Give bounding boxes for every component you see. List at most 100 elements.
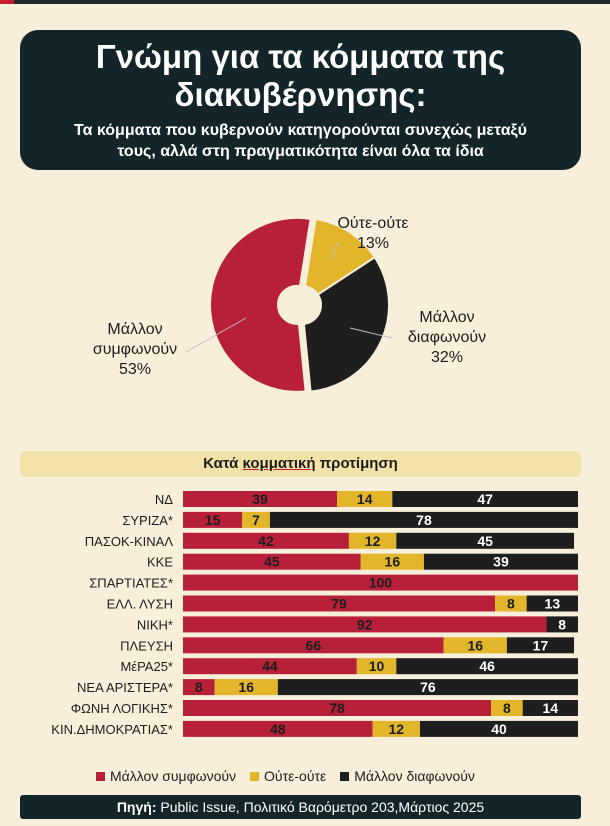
bar-value-label-disagree: 46 xyxy=(479,658,495,674)
section-heading-prefix: Κατά xyxy=(203,455,243,472)
pie-label-disagree-line1: Μάλλον xyxy=(419,309,475,326)
bar-segment-disagree xyxy=(277,679,578,696)
bar-segment-agree xyxy=(183,511,243,528)
legend-swatch-neutral xyxy=(250,771,260,781)
bar-segment-neutral xyxy=(495,595,527,612)
bar-value-label-neutral: 12 xyxy=(365,533,381,549)
bar-segment-neutral xyxy=(372,720,420,737)
stacked-bar-chart: ΝΔ 39 14 47 ΣΥΡΙΖΑ* 15 7 78 ΠΑΣΟΚ-ΚΙΝΑΛ 42 12 45 ΚΚΕ… xyxy=(0,490,610,760)
bar-segment-disagree xyxy=(522,700,578,716)
bar-segment-neutral xyxy=(491,700,523,716)
bar-segment-neutral xyxy=(443,637,507,654)
bar-value-label-disagree: 40 xyxy=(491,721,507,737)
pie-chart-area: Ούτε-ούτε 13% Μάλλον διαφωνούν 32% Μάλλο… xyxy=(0,200,610,450)
subtitle-line-1: Τα κόμματα που κυβερνούν κατηγορούνται σ… xyxy=(74,122,527,139)
bar-category-label: ΝΕΑ ΑΡΙΣΤΕΡΑ* xyxy=(77,680,173,695)
bar-segment-agree xyxy=(183,700,492,716)
pie-leader-agree xyxy=(185,317,247,353)
bar-value-label-agree: 8 xyxy=(195,679,203,695)
bar-value-label-agree: 78 xyxy=(329,700,345,716)
bar-value-label-agree: 39 xyxy=(252,491,268,507)
bar-segment-neutral xyxy=(242,511,270,528)
pie-label-disagree-pct: 32% xyxy=(430,349,464,366)
pie-label-disagree-line2: διαφωνούν xyxy=(407,329,487,346)
bar-value-label-agree: 44 xyxy=(262,658,278,674)
legend-label-neutral: Ούτε-ούτε xyxy=(264,768,327,784)
stacked-bar-svg: ΝΔ 39 14 47 ΣΥΡΙΖΑ* 15 7 78 ΠΑΣΟΚ-ΚΙΝΑΛ 42 12 45 ΚΚΕ… xyxy=(51,491,578,737)
bar-value-label-neutral: 14 xyxy=(357,491,373,507)
bar-value-label-neutral: 16 xyxy=(238,679,254,695)
bar-value-label-agree: 42 xyxy=(258,533,274,549)
bar-segment-agree xyxy=(183,679,215,696)
bar-segment-neutral xyxy=(348,532,397,549)
bar-category-label: ΜέΡΑ25* xyxy=(120,659,173,674)
pie-label-disagree: Μάλλον διαφωνούν 32% xyxy=(392,308,502,368)
pie-label-agree-line1: Μάλλον xyxy=(107,321,163,338)
bar-segment-neutral xyxy=(214,679,278,696)
source-footer: Πηγή: Public Issue, Πολιτικό Βαρόμετρο 2… xyxy=(20,795,581,819)
pie-label-neutral: Ούτε-ούτε 13% xyxy=(318,214,428,254)
bar-segment-neutral xyxy=(337,491,393,507)
page-title: Γνώμη για τα κόμματα της διακυβέρνησης: xyxy=(20,38,581,114)
page-subtitle: Τα κόμματα που κυβερνούν κατηγορούνται σ… xyxy=(30,120,571,162)
bar-segment-disagree xyxy=(526,595,578,612)
bar-category-label: ΦΩΝΗ ΛΟΓΙΚΗΣ* xyxy=(71,701,173,716)
pie-label-neutral-pct: 13% xyxy=(356,235,390,252)
bar-value-label-disagree: 76 xyxy=(420,679,436,695)
bar-value-label-disagree: 14 xyxy=(543,700,559,716)
bar-value-label-agree: 15 xyxy=(205,512,221,528)
title-banner: Γνώμη για τα κόμματα της διακυβέρνησης: … xyxy=(20,30,581,170)
pie-slice-disagree xyxy=(302,255,390,393)
pie-leader-neutral xyxy=(330,241,339,261)
bar-value-label-neutral: 16 xyxy=(385,554,401,570)
bar-value-label-neutral: 7 xyxy=(252,512,260,528)
bar-segment-neutral xyxy=(356,658,397,675)
bar-category-label: ΝΙΚΗ* xyxy=(137,617,173,632)
bar-value-label-disagree: 47 xyxy=(477,491,493,507)
section-heading-suffix: προτίμηση xyxy=(315,455,398,472)
pie-slice-neutral xyxy=(303,217,377,296)
pie-label-agree-pct: 53% xyxy=(118,361,152,378)
bar-value-label-agree: 92 xyxy=(357,616,373,632)
bar-segment-disagree xyxy=(420,720,578,737)
subtitle-line-2: τους, αλλά στη πραγματικότητα είναι όλα … xyxy=(117,143,484,160)
bar-segment-agree xyxy=(183,595,496,612)
bar-value-label-agree: 66 xyxy=(306,637,322,653)
bar-value-label-agree: 48 xyxy=(270,721,286,737)
bar-segment-agree xyxy=(183,532,349,549)
bar-value-label-neutral: 8 xyxy=(503,700,511,716)
source-text: Public Issue, Πολιτικό Βαρόμετρο 203,Μάρ… xyxy=(156,799,485,815)
title-line-2: διακυβέρνησης: xyxy=(174,76,427,113)
bar-segment-neutral xyxy=(360,553,424,570)
chart-legend: Μάλλον συμφωνούν Ούτε-ούτε Μάλλον διαφων… xyxy=(96,767,475,785)
bar-value-label-disagree: 8 xyxy=(558,616,566,632)
bar-category-label: ΕΛΛ. ΛΥΣΗ xyxy=(107,597,173,612)
bar-segment-agree xyxy=(183,658,357,675)
bar-value-label-disagree: 78 xyxy=(416,512,432,528)
pie-label-agree: Μάλλον συμφωνούν 53% xyxy=(80,320,190,380)
legend-item-agree: Μάλλον συμφωνούν xyxy=(96,768,236,784)
bar-value-label-disagree: 39 xyxy=(493,554,509,570)
bar-category-label: ΣΥΡΙΖΑ* xyxy=(122,513,173,528)
bar-category-label: ΠΑΣΟΚ-ΚΙΝΑΛ xyxy=(85,534,174,549)
bar-category-label: ΝΔ xyxy=(155,492,173,507)
bar-value-label-agree: 79 xyxy=(331,596,347,612)
bar-segment-agree xyxy=(183,574,578,591)
pie-label-neutral-name: Ούτε-ούτε xyxy=(337,215,409,232)
legend-swatch-disagree xyxy=(340,771,350,781)
legend-label-agree: Μάλλον συμφωνούν xyxy=(110,768,237,784)
bar-value-label-neutral: 12 xyxy=(389,721,405,737)
bar-value-label-neutral: 16 xyxy=(468,637,484,653)
bar-value-label-neutral: 8 xyxy=(507,596,515,612)
bar-segment-disagree xyxy=(392,491,578,507)
bar-value-label-agree: 100 xyxy=(369,575,393,591)
bar-category-label: ΠΛΕΥΣΗ xyxy=(120,638,173,653)
bar-value-label-agree: 45 xyxy=(264,554,280,570)
pie-slice-agree xyxy=(209,216,312,393)
legend-item-disagree: Μάλλον διαφωνούν xyxy=(340,768,475,784)
title-line-1: Γνώμη για τα κόμματα της xyxy=(95,38,506,75)
pie-leader-disagree xyxy=(349,327,393,339)
bar-segment-disagree xyxy=(423,553,578,570)
bar-segment-disagree xyxy=(396,658,578,675)
bar-value-label-neutral: 10 xyxy=(369,658,385,674)
